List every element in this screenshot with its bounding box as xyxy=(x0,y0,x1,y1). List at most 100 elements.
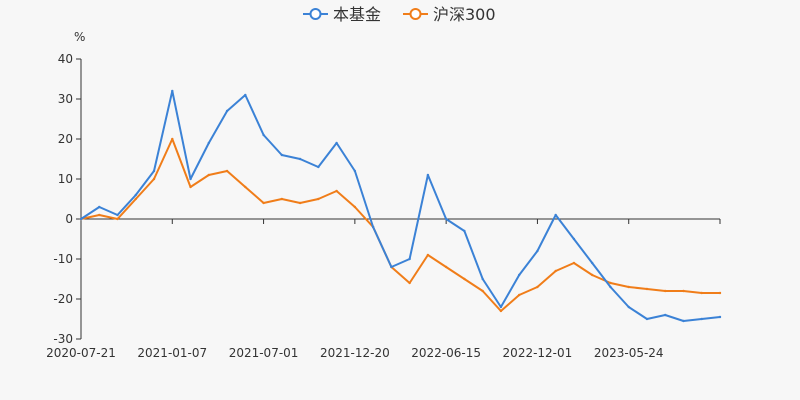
data-point xyxy=(262,201,265,205)
data-point xyxy=(189,177,192,181)
x-tick-label-4: 2022-06-15 xyxy=(411,346,481,360)
y-tick-label-4: 0 xyxy=(65,212,73,226)
data-point xyxy=(572,237,576,241)
data-point xyxy=(426,253,430,257)
legend-label-0: 本基金 xyxy=(333,5,381,24)
data-point xyxy=(536,285,539,289)
data-point xyxy=(408,257,411,261)
data-point xyxy=(664,289,667,293)
data-point xyxy=(664,313,667,317)
x-tick-label-5: 2022-12-01 xyxy=(503,346,573,360)
data-point xyxy=(645,317,649,321)
y-axis-unit-label: % xyxy=(74,30,85,44)
data-point xyxy=(134,197,137,201)
data-point xyxy=(572,261,576,265)
data-point xyxy=(463,277,466,281)
data-point xyxy=(171,89,174,93)
legend-label-1: 沪深300 xyxy=(433,5,496,24)
x-tick-label-6: 2023-05-24 xyxy=(594,346,664,360)
data-point xyxy=(517,273,521,277)
series-1 xyxy=(79,137,722,313)
x-tick-label-2: 2021-07-01 xyxy=(229,346,299,360)
data-point xyxy=(116,213,119,217)
x-tick-label-0: 2020-07-21 xyxy=(46,346,116,360)
data-point xyxy=(481,277,484,281)
data-point xyxy=(189,185,192,189)
data-point xyxy=(225,169,229,173)
data-point xyxy=(116,217,119,221)
legend-item-1[interactable]: 沪深300 xyxy=(403,5,496,24)
y-tick-label-2: 20 xyxy=(58,132,73,146)
data-point xyxy=(335,189,338,193)
legend-marker-icon-0 xyxy=(309,8,322,20)
data-point xyxy=(408,281,411,285)
data-point xyxy=(244,93,247,97)
series-line-0 xyxy=(80,90,721,322)
series-line-1 xyxy=(80,138,721,312)
data-point xyxy=(718,315,722,319)
data-point xyxy=(207,173,210,177)
data-point xyxy=(152,177,156,181)
data-point xyxy=(171,137,174,141)
data-point xyxy=(298,157,302,161)
x-tick-label-3: 2021-12-20 xyxy=(320,346,390,360)
data-point xyxy=(609,285,612,289)
data-point xyxy=(134,193,137,197)
data-point xyxy=(700,291,703,295)
data-point xyxy=(444,217,448,221)
data-point xyxy=(353,205,357,209)
data-point xyxy=(718,291,722,295)
y-tick-label-3: 10 xyxy=(58,172,73,186)
data-point xyxy=(371,225,375,229)
y-tick-label-0: 40 xyxy=(58,52,73,66)
data-point xyxy=(627,305,630,309)
data-point xyxy=(517,293,521,297)
y-tick-label-6: -20 xyxy=(53,292,73,306)
legend-item-0[interactable]: 本基金 xyxy=(303,5,381,24)
data-point xyxy=(280,153,284,157)
series-layer xyxy=(79,89,722,323)
data-point xyxy=(591,261,594,265)
legend-marker-icon-1 xyxy=(409,8,422,20)
data-point xyxy=(591,273,594,277)
data-point xyxy=(700,317,703,321)
data-point xyxy=(353,169,357,173)
data-point xyxy=(207,141,210,145)
data-point xyxy=(152,169,156,173)
data-point xyxy=(645,287,649,291)
data-point xyxy=(225,109,229,113)
data-point xyxy=(98,205,101,209)
data-point xyxy=(444,265,448,269)
data-point xyxy=(244,185,247,189)
data-point xyxy=(390,265,393,269)
data-point xyxy=(536,249,539,253)
data-point xyxy=(98,213,101,217)
data-point xyxy=(627,285,630,289)
data-point xyxy=(554,269,557,273)
data-point xyxy=(682,289,685,293)
data-point xyxy=(609,281,612,285)
data-point xyxy=(280,197,284,201)
data-point xyxy=(554,213,557,217)
data-point xyxy=(682,319,685,323)
data-point xyxy=(499,305,503,309)
data-point xyxy=(317,197,320,201)
series-0 xyxy=(79,89,722,323)
data-point xyxy=(298,201,302,205)
data-point xyxy=(481,289,484,293)
y-tick-label-5: -10 xyxy=(53,252,73,266)
data-point xyxy=(463,229,466,233)
data-point xyxy=(79,217,83,221)
data-point xyxy=(335,141,338,145)
data-point xyxy=(426,173,430,177)
y-tick-label-1: 30 xyxy=(58,92,73,106)
y-tick-label-7: -30 xyxy=(53,332,73,346)
legend[interactable]: 本基金 沪深300 xyxy=(303,5,496,24)
data-point xyxy=(262,133,265,137)
x-tick-label-1: 2021-01-07 xyxy=(137,346,207,360)
data-point xyxy=(317,165,320,169)
data-point xyxy=(499,309,503,313)
